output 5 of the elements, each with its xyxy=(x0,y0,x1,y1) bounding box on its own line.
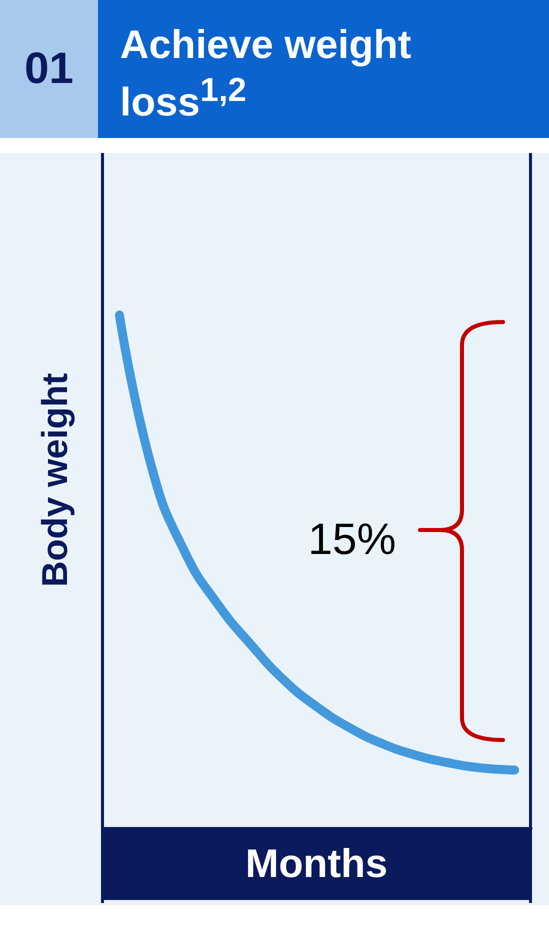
chart-title: Achieve weight loss$^{1,2}$ xyxy=(98,0,549,138)
x-axis-title: Months xyxy=(101,828,532,900)
y-axis-title: Body weight xyxy=(34,373,76,587)
annotation: 15% xyxy=(308,515,396,565)
text: 01 xyxy=(0,0,98,138)
